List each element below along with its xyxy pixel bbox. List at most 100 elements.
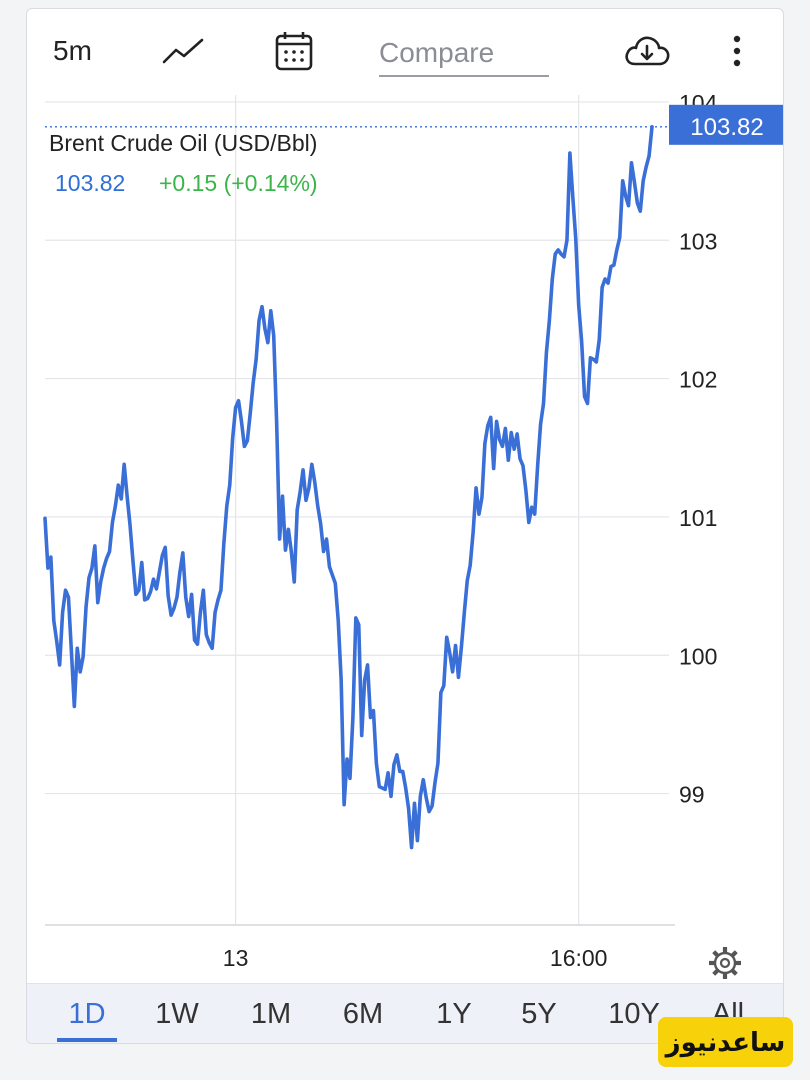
price-point xyxy=(158,571,161,574)
price-point xyxy=(304,499,308,502)
price-point xyxy=(202,589,205,592)
price-point xyxy=(117,483,120,487)
cloud-download-icon[interactable] xyxy=(617,27,677,75)
price-point xyxy=(518,457,522,461)
last-price: 103.82 xyxy=(55,170,125,196)
price-point xyxy=(46,566,50,570)
gear-icon[interactable] xyxy=(709,947,741,979)
price-point xyxy=(430,804,434,808)
price-point xyxy=(87,576,91,579)
price-point xyxy=(348,777,352,780)
line-chart-icon[interactable] xyxy=(159,27,209,75)
price-point xyxy=(554,252,557,256)
price-point xyxy=(419,795,422,798)
price-point xyxy=(571,196,575,199)
price-point xyxy=(120,497,123,501)
price-point xyxy=(249,411,252,415)
price-point xyxy=(401,770,404,773)
x-tick-label: 13 xyxy=(223,945,249,971)
price-point xyxy=(319,522,322,526)
range-1w[interactable]: 1W xyxy=(155,997,199,1030)
y-tick-label: 99 xyxy=(679,782,705,808)
more-vertical-icon[interactable] xyxy=(717,27,757,75)
price-point xyxy=(381,786,384,790)
price-point xyxy=(325,537,328,541)
price-point xyxy=(621,179,624,182)
chart-card: 5m Compare xyxy=(26,8,784,1044)
price-point xyxy=(422,778,425,781)
price-point xyxy=(193,638,196,642)
price-point xyxy=(73,705,76,708)
price-point xyxy=(184,595,187,599)
range-10y[interactable]: 10Y xyxy=(608,997,660,1030)
instrument-name: Brent Crude Oil (USD/Bbl) xyxy=(49,130,317,156)
price-point xyxy=(52,619,55,622)
price-point xyxy=(298,490,302,494)
price-point xyxy=(466,579,469,582)
price-point xyxy=(627,204,630,207)
price-point xyxy=(598,338,601,342)
price-point xyxy=(375,761,378,765)
price-point xyxy=(278,537,281,541)
y-tick-label: 100 xyxy=(679,643,717,669)
compare-input[interactable]: Compare xyxy=(379,31,549,77)
price-point xyxy=(64,589,67,592)
price-point xyxy=(84,605,88,609)
price-point xyxy=(128,524,132,527)
range-1d[interactable]: 1D xyxy=(57,992,117,1042)
price-point xyxy=(76,647,79,650)
price-point xyxy=(237,399,240,402)
price-point xyxy=(618,236,621,239)
price-point xyxy=(199,611,202,614)
price-point xyxy=(568,151,572,155)
price-point xyxy=(565,239,569,242)
price-point xyxy=(389,795,393,798)
price-point xyxy=(548,319,551,322)
range-1m[interactable]: 1M xyxy=(250,997,292,1030)
price-point xyxy=(521,464,525,467)
price-point xyxy=(284,548,287,552)
price-point xyxy=(386,771,390,775)
range-6m[interactable]: 6M xyxy=(342,997,384,1030)
price-point xyxy=(152,577,155,581)
price-point xyxy=(260,305,264,308)
range-5y[interactable]: 5Y xyxy=(521,997,557,1030)
interval-selector[interactable]: 5m xyxy=(53,35,92,66)
price-point xyxy=(205,633,208,636)
price-point xyxy=(78,670,82,674)
price-chart[interactable]: Brent Crude Oil (USD/Bbl) 103.82 +0.15 (… xyxy=(27,90,784,985)
price-point xyxy=(369,716,372,719)
price-point xyxy=(542,402,545,405)
price-tag: 103.82 xyxy=(669,104,783,145)
price-point xyxy=(240,420,243,423)
price-point xyxy=(257,319,261,322)
price-point xyxy=(612,263,616,267)
price-point xyxy=(639,210,642,213)
price-point xyxy=(436,761,440,765)
price-point xyxy=(96,601,99,604)
price-point xyxy=(90,566,94,570)
price-point xyxy=(515,432,519,436)
price-point xyxy=(642,179,645,182)
price-point xyxy=(266,341,270,344)
price-point xyxy=(301,468,305,472)
price-point xyxy=(263,327,267,330)
price-point xyxy=(357,623,360,627)
price-point xyxy=(360,734,363,737)
price-point xyxy=(609,265,613,268)
price-point xyxy=(536,464,539,467)
price-point xyxy=(161,554,164,557)
price-point xyxy=(275,421,278,425)
price-point xyxy=(463,611,466,614)
price-point xyxy=(99,580,102,584)
calendar-icon[interactable] xyxy=(269,27,319,75)
range-1y[interactable]: 1Y xyxy=(436,997,472,1030)
price-point xyxy=(213,611,217,614)
price-point xyxy=(480,496,484,499)
price-point xyxy=(460,645,463,649)
price-point xyxy=(164,546,167,549)
price-point xyxy=(404,786,407,790)
price-point xyxy=(175,595,179,599)
price-point xyxy=(155,587,158,591)
price-point xyxy=(477,512,481,516)
